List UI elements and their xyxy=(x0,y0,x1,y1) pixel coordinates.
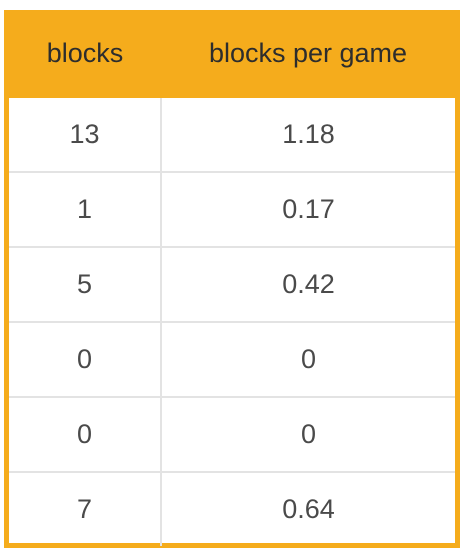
table-row: 1 0.17 xyxy=(9,172,455,248)
cell-blocks: 7 xyxy=(9,472,162,546)
blocks-stats-table: blocks blocks per game 13 1.18 1 0.17 5 … xyxy=(9,10,455,546)
table-header-row: blocks blocks per game xyxy=(9,10,455,98)
table-row: 7 0.64 xyxy=(9,472,455,546)
cell-blocks: 13 xyxy=(9,97,162,173)
cell-blocks-per-game: 1.18 xyxy=(161,97,455,173)
column-header-blocks: blocks xyxy=(9,10,161,98)
cell-blocks: 5 xyxy=(9,247,162,323)
cell-blocks-per-game: 0.42 xyxy=(161,247,455,323)
cell-blocks-per-game: 0.64 xyxy=(282,494,335,524)
cell-blocks-per-game: 0 xyxy=(161,322,455,398)
table-row: 13 1.18 xyxy=(9,97,455,173)
cell-blocks-per-game: 0 xyxy=(161,397,455,473)
cell-blocks-per-game: 0.17 xyxy=(161,172,455,248)
stats-table-frame: blocks blocks per game 13 1.18 1 0.17 5 … xyxy=(4,10,460,548)
table-row: 5 0.42 xyxy=(9,247,455,323)
cell-blocks: 1 xyxy=(9,172,162,248)
cell-blocks: 0 xyxy=(9,397,162,473)
table-row: 0 0 xyxy=(9,397,455,473)
column-header-blocks-per-game: blocks per game xyxy=(161,10,455,98)
cell-blocks: 0 xyxy=(9,322,162,398)
table-row: 0 0 xyxy=(9,322,455,398)
